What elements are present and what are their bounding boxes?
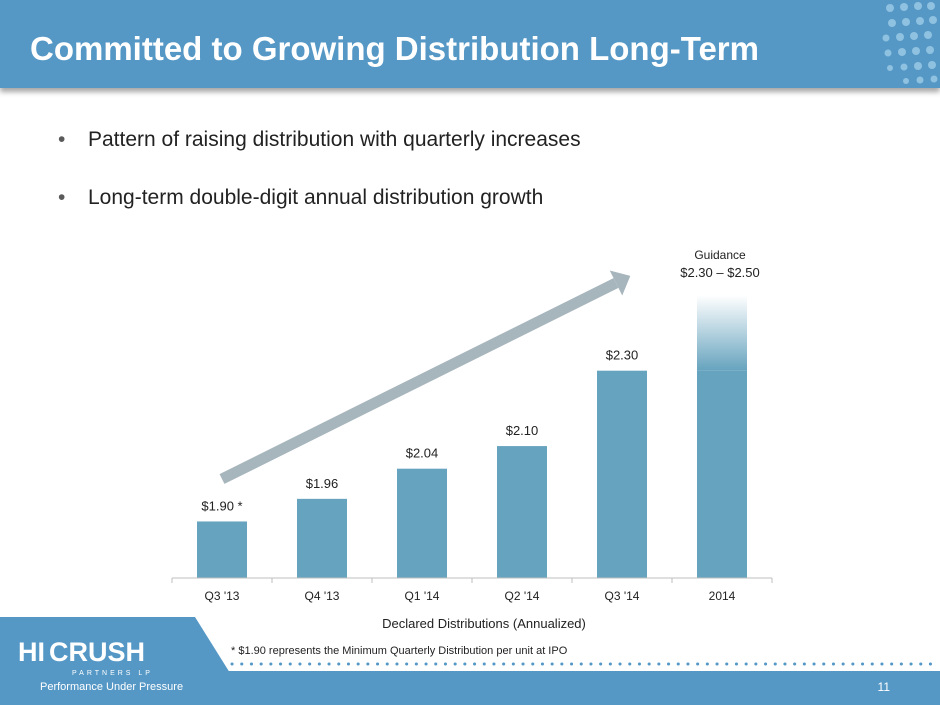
- footnote: * $1.90 represents the Minimum Quarterly…: [231, 645, 568, 657]
- x-tick-label: Q4 '13: [305, 589, 340, 603]
- x-tick-label: Q3 '14: [605, 589, 640, 603]
- bar: [297, 498, 347, 578]
- bar-value-label: $1.90 *: [201, 498, 242, 513]
- x-axis-title: Declared Distributions (Annualized): [382, 616, 586, 631]
- x-tick-label: Q3 '13: [205, 589, 240, 603]
- bar: [597, 370, 647, 578]
- page-title: Committed to Growing Distribution Long-T…: [30, 30, 759, 67]
- bullet-text: Long-term double-digit annual distributi…: [88, 186, 544, 209]
- bullet-item: • Long-term double-digit annual distribut…: [58, 178, 581, 236]
- bar-guidance-base: [697, 370, 747, 578]
- bullet-list: • Pattern of raising distribution with qu…: [58, 120, 581, 236]
- header-band: Committed to Growing Distribution Long-T…: [0, 0, 940, 88]
- logo-crush: CRUSH: [49, 637, 146, 667]
- decorative-dots-icon: [882, 2, 938, 84]
- logo-subtitle: PARTNERS LP: [72, 670, 153, 677]
- guidance-title: Guidance: [694, 248, 746, 262]
- trend-arrow-head: [609, 270, 631, 296]
- bar: [197, 521, 247, 578]
- x-tick-label: Q1 '14: [405, 589, 440, 603]
- page-number: 11: [877, 680, 890, 694]
- bullet-text: Pattern of raising distribution with qua…: [88, 128, 581, 151]
- bullet-dot-icon: •: [58, 128, 66, 151]
- bar-guidance-range: [697, 295, 747, 371]
- bar: [397, 468, 447, 578]
- bar-value-label: $1.96: [306, 476, 339, 491]
- trend-arrow-shaft: [219, 278, 619, 484]
- logo-hi: HI: [18, 637, 45, 667]
- bullet-dot-icon: •: [58, 186, 66, 209]
- guidance-range-label: $2.30 – $2.50: [680, 265, 760, 280]
- company-logo: HI CRUSH: [18, 637, 145, 668]
- dotted-divider: [230, 662, 938, 666]
- bar-value-label: $2.10: [506, 423, 539, 438]
- logo-tagline: Performance Under Pressure: [40, 681, 184, 693]
- bar-value-label: $2.30: [606, 348, 639, 363]
- bar-value-label: $2.04: [406, 446, 439, 461]
- bullet-item: • Pattern of raising distribution with qu…: [58, 120, 581, 178]
- bar: [497, 446, 547, 578]
- x-tick-label: 2014: [709, 589, 736, 603]
- x-tick-label: Q2 '14: [505, 589, 540, 603]
